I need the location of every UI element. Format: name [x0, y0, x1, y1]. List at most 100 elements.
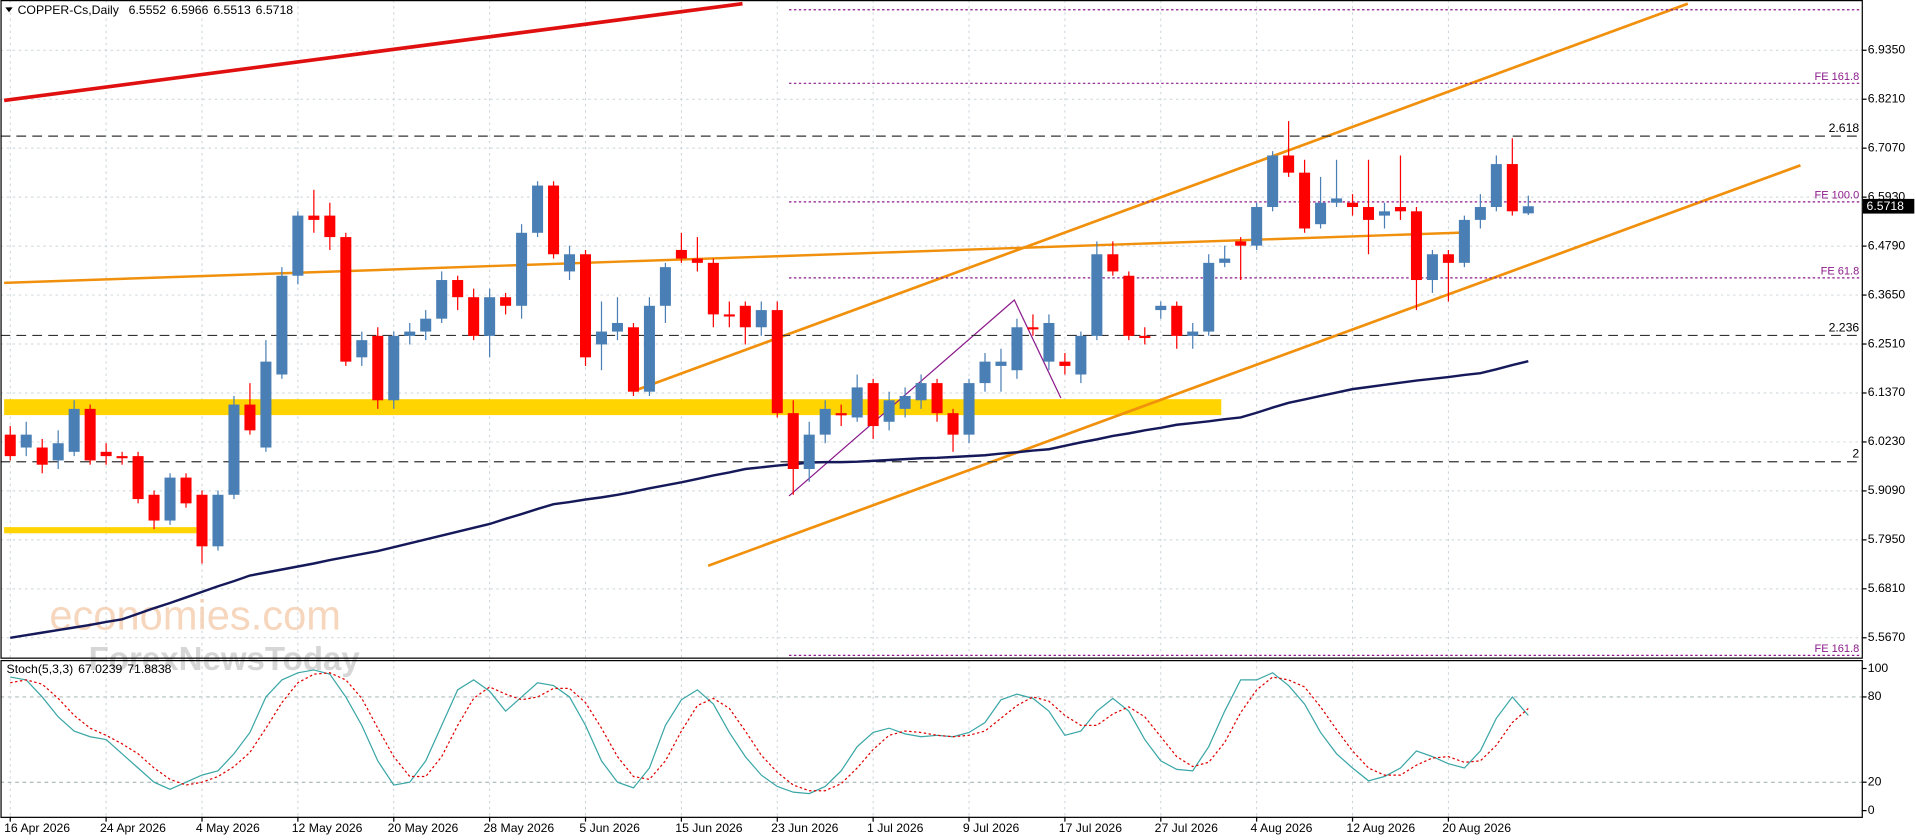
- candle-body: [1474, 207, 1486, 220]
- candle-body: [580, 254, 592, 358]
- candle-body: [595, 331, 607, 345]
- candle-body: [1363, 207, 1375, 220]
- high-value: 6.5966: [171, 3, 209, 17]
- candle-body: [979, 361, 991, 384]
- candle-body: [1331, 198, 1343, 203]
- candle-body: [643, 305, 655, 392]
- x-tick-label: 1 Jul 2026: [867, 821, 924, 835]
- candle-body: [627, 327, 639, 392]
- candle-body: [883, 400, 895, 422]
- candle-body: [755, 310, 767, 328]
- candle-body: [548, 185, 560, 255]
- indicator-line: [10, 672, 1529, 792]
- candle-body: [659, 267, 671, 306]
- y-tick-label: 5.9090: [1868, 483, 1906, 497]
- trendline: [4, 231, 1462, 285]
- low-value: 6.5513: [213, 3, 251, 17]
- x-tick-label: 4 Aug 2026: [1251, 821, 1313, 835]
- candle-body: [228, 404, 240, 495]
- candle-body: [1043, 322, 1055, 362]
- candle-body: [292, 215, 304, 276]
- x-tick-label: 20 Aug 2026: [1442, 821, 1511, 835]
- candle-body: [1123, 275, 1135, 336]
- y-tick-label: 6.7070: [1868, 140, 1906, 154]
- candle-body: [1219, 258, 1231, 263]
- candle-body: [1442, 254, 1454, 263]
- candle-body: [1458, 219, 1470, 263]
- candle-body: [739, 305, 751, 328]
- candle-body: [1075, 335, 1087, 375]
- candle-body: [1027, 327, 1039, 330]
- y-tick-label: 6.1370: [1868, 385, 1906, 399]
- candle-body: [1091, 254, 1103, 336]
- candle-body: [1059, 361, 1071, 366]
- stoch-signal-value: 71.8838: [127, 662, 171, 676]
- fib-label: FE 161.8: [1815, 71, 1860, 83]
- main-frame: [0, 0, 1863, 659]
- stoch-main-value: 67.0239: [78, 662, 122, 676]
- candle-body: [20, 434, 32, 448]
- candle-body: [1203, 262, 1215, 332]
- candle-body: [276, 275, 288, 375]
- candle-body: [388, 335, 400, 401]
- grid: [0, 0, 1862, 817]
- candle-body: [532, 185, 544, 233]
- candle-body: [1283, 155, 1295, 173]
- candle-body: [1139, 335, 1151, 339]
- y-tick-label: 0: [1868, 803, 1875, 817]
- y-tick-label: 5.7950: [1868, 532, 1906, 546]
- candle-body: [915, 383, 927, 401]
- x-tick-label: 4 May 2026: [196, 821, 260, 835]
- x-tick-label: 24 Apr 2026: [100, 821, 166, 835]
- header: COPPER-Cs,Daily 6.5552 6.5966 6.5513 6.5718 …: [5, 3, 293, 676]
- watermark-text: ForexNewsToday: [89, 641, 361, 678]
- candle-body: [1347, 202, 1359, 208]
- candle-body: [899, 395, 911, 409]
- price-tag: [1862, 198, 1915, 214]
- y-tick-label: 6.0230: [1868, 434, 1906, 448]
- candle-body: [260, 361, 272, 448]
- candle-body: [516, 232, 528, 306]
- candle-body: [356, 340, 368, 358]
- y-tick-label: 6.4790: [1868, 238, 1906, 252]
- candle-body: [52, 443, 64, 461]
- candles: [4, 121, 1534, 795]
- candle-body: [787, 413, 799, 470]
- candle-body: [564, 254, 576, 272]
- candle-body: [1426, 254, 1438, 281]
- candle-body: [1251, 207, 1263, 246]
- y-tick-label: 6.8210: [1868, 91, 1906, 105]
- y-tick-label: 6.2510: [1868, 336, 1906, 350]
- x-tick-label: 17 Jul 2026: [1059, 821, 1122, 835]
- chart-header: COPPER-Cs,Daily 6.5552 6.5966 6.5513 6.5718: [18, 3, 294, 17]
- channel-upper: [634, 2, 1689, 392]
- candle-body: [1315, 202, 1327, 225]
- candle-body: [436, 280, 448, 319]
- fib-label: FE 161.8: [1815, 643, 1860, 655]
- x-tick-label: 12 May 2026: [292, 821, 363, 835]
- candle-body: [611, 322, 623, 332]
- candle-body: [867, 383, 879, 427]
- level-label: 2.618: [1829, 121, 1860, 135]
- x-tick-label: 28 May 2026: [484, 821, 555, 835]
- y-tick-label: 5.5670: [1868, 630, 1906, 644]
- candle-body: [244, 404, 256, 431]
- y-tick-label: 6.3650: [1868, 287, 1906, 301]
- x-tick-label: 27 Jul 2026: [1155, 821, 1218, 835]
- candle-body: [771, 310, 783, 414]
- price-tag-label: 6.5718: [1867, 199, 1905, 213]
- candle-body: [1490, 164, 1502, 208]
- candle-body: [1107, 254, 1119, 272]
- candle-body: [68, 408, 80, 452]
- candle-body: [1378, 211, 1390, 216]
- candle-body: [468, 297, 480, 336]
- y-tick-label: 20: [1868, 774, 1882, 788]
- candle-body: [723, 314, 735, 317]
- candle-body: [452, 280, 464, 298]
- candle-body: [1171, 305, 1183, 336]
- collapse-icon[interactable]: [5, 7, 13, 13]
- moving-average: [10, 360, 1529, 640]
- y-tick-label: 6.9350: [1868, 42, 1906, 56]
